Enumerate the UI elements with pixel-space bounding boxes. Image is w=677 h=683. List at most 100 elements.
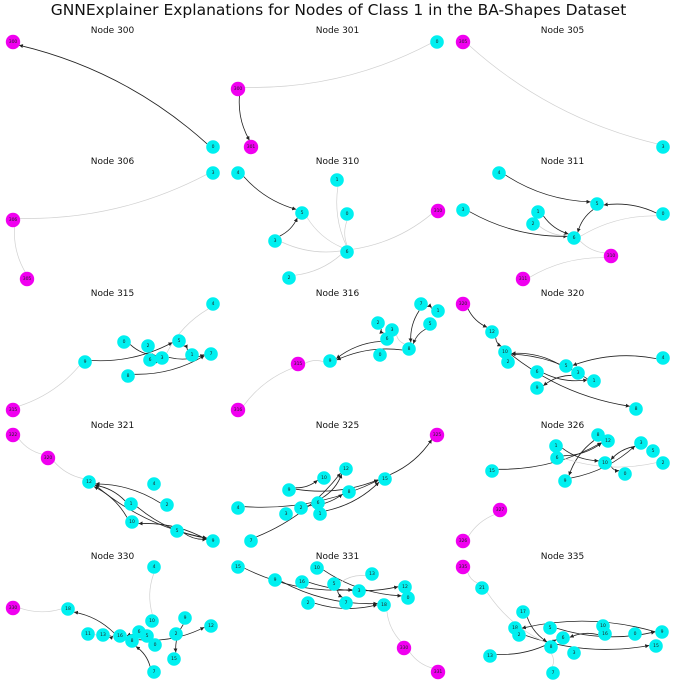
motif-node: [147, 477, 161, 491]
motif-node: [646, 444, 660, 458]
graph-edge: [336, 341, 381, 359]
motif-node: [492, 166, 506, 180]
panel-title: Node 335: [540, 552, 585, 562]
node-label: 3: [640, 440, 643, 446]
node-label: 8: [348, 489, 351, 495]
motif-node: [526, 217, 540, 231]
node-label: 13: [487, 653, 493, 659]
motif-node: [543, 621, 557, 635]
graph-edge: [306, 217, 343, 248]
node-label: 1: [336, 177, 339, 183]
motif-node: [656, 140, 670, 154]
motif-node: [78, 355, 92, 369]
node-label: 4: [153, 564, 156, 570]
node-label: 10: [600, 623, 606, 629]
motif-node: [145, 614, 159, 628]
node-label: 3: [662, 144, 665, 150]
graph-panel-6: 4 0 2 5 3 6 1 7 9 8 315: [5, 297, 220, 418]
graph-edge: [562, 447, 599, 463]
motif-node: [125, 515, 139, 529]
node-label: 2: [147, 343, 150, 349]
graph-edge: [135, 646, 151, 667]
motif-node: [160, 498, 174, 512]
motif-node: [549, 439, 563, 453]
motif-node: [501, 355, 515, 369]
base-graph-node: [5, 34, 21, 50]
motif-node: [401, 591, 415, 605]
node-label: 15: [171, 656, 177, 662]
node-label: 7: [420, 301, 423, 307]
graph-edge: [307, 493, 343, 507]
graph-panel-0: 300 0: [5, 34, 220, 154]
graph-edge: [18, 44, 208, 145]
motif-node: [268, 234, 282, 248]
node-label: 10: [314, 565, 320, 571]
motif-node: [279, 507, 293, 521]
motif-node: [113, 629, 127, 643]
base-graph-node: [455, 533, 471, 549]
graph-edge: [93, 486, 128, 518]
node-label: 17: [520, 609, 526, 615]
node-label: 0: [123, 339, 126, 345]
motif-node: [456, 203, 470, 217]
node-label: 10: [129, 519, 135, 525]
motif-node: [656, 351, 670, 365]
graph-edge: [526, 617, 548, 643]
graph-edge: [281, 241, 341, 253]
graph-panel-5: 4 5 0 3 12 6 310 311: [456, 166, 670, 287]
node-label: 5: [549, 625, 552, 631]
node-label: 16: [299, 579, 305, 585]
node-label: 12: [208, 623, 214, 629]
panel-title: Node 326: [540, 421, 585, 431]
node-label: 1: [130, 501, 133, 507]
motif-node: [172, 334, 186, 348]
node-label: 4: [153, 481, 156, 487]
node-label: 2: [307, 600, 310, 606]
motif-node: [204, 619, 218, 633]
motif-node: [124, 497, 138, 511]
graph-edge: [505, 174, 591, 204]
graph-panel: Node 315: [0, 288, 225, 420]
graph-edge: [14, 226, 26, 273]
node-label: 3: [573, 650, 576, 656]
graph-edge: [136, 506, 207, 540]
base-graph-node: [230, 402, 246, 418]
graph-edge: [543, 374, 572, 387]
node-label: 10: [149, 618, 155, 624]
node-label: 0: [624, 471, 627, 477]
motif-node: [531, 205, 545, 219]
node-label: 5: [565, 363, 568, 369]
graph-edge: [53, 461, 84, 479]
motif-node: [485, 325, 499, 339]
graph-panel: Node 300: [0, 25, 225, 157]
motif-node: [373, 348, 387, 362]
panel-title: Node 315: [90, 289, 135, 299]
motif-node: [430, 35, 444, 49]
base-graph-node: [455, 34, 471, 50]
motif-node: [330, 173, 344, 187]
graph-edge: [579, 240, 605, 254]
motif-node: [81, 627, 95, 641]
node-label: 3: [285, 511, 288, 517]
node-label: 5: [176, 528, 179, 534]
node-label: 326: [459, 538, 468, 544]
node-label: 4: [237, 170, 240, 176]
graph-edge: [244, 43, 431, 88]
node-label: 4: [237, 505, 240, 511]
base-graph-node: [603, 248, 619, 264]
motif-node: [143, 353, 157, 367]
motif-node: [125, 634, 139, 648]
graph-edge: [322, 474, 343, 499]
node-label: 5: [596, 201, 599, 207]
panel-title: Node 311: [540, 157, 585, 167]
graph-edge: [344, 220, 348, 246]
base-graph-node: [455, 559, 471, 575]
node-label: 9: [329, 358, 332, 364]
motif-node: [294, 501, 308, 515]
graph-panel: Node 316: [225, 288, 450, 420]
node-label: 15: [653, 643, 659, 649]
graph-edge: [95, 481, 161, 504]
node-label: 4: [212, 301, 215, 307]
motif-node: [512, 628, 526, 642]
